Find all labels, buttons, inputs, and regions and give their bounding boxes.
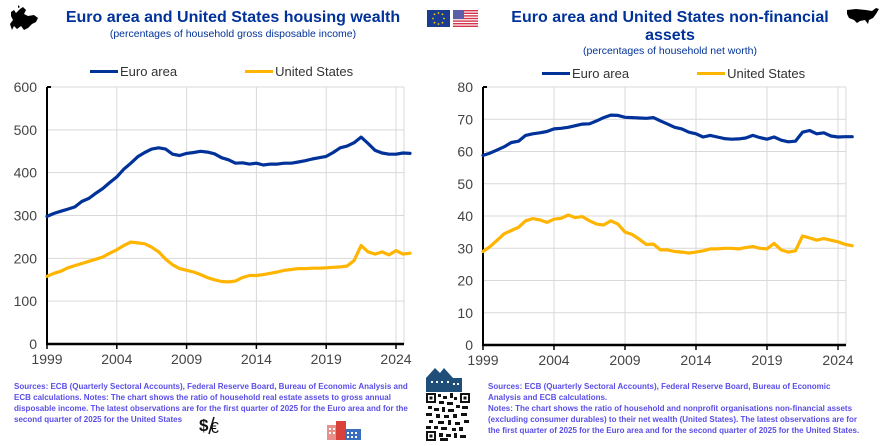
- houses-icon: [426, 366, 462, 392]
- x-tick-label: 2009: [609, 352, 640, 368]
- right-notes-text: Notes: The chart shows the ratio of hous…: [488, 404, 860, 435]
- right-chart: 0 10 20 30 40 50 60 70 80 1999 2004 2009 2014 2019 202…: [457, 79, 854, 368]
- legend-label-euro: Euro area: [572, 66, 630, 81]
- x-tick-label: 2004: [101, 351, 132, 367]
- series-line-united-states: [45, 240, 412, 284]
- x-tick-label: 2024: [822, 352, 853, 368]
- qr-code-icon[interactable]: [426, 393, 470, 441]
- series-line-euro-area: [481, 113, 854, 157]
- legend-swatch-us: [697, 72, 726, 75]
- legend-label-euro: Euro area: [120, 64, 178, 79]
- x-tick-label: 2019: [751, 352, 782, 368]
- x-tick-label: 1999: [467, 352, 498, 368]
- legend-swatch-euro: [90, 70, 118, 73]
- y-tick-label: 60: [457, 144, 473, 160]
- y-tick-label: 200: [14, 250, 38, 266]
- y-tick-label: 80: [457, 79, 473, 95]
- us-map-icon: [846, 6, 880, 26]
- europe-map-icon: [8, 4, 44, 34]
- right-notes-sources: Sources: ECB (Quarterly Sectoral Account…: [488, 382, 831, 402]
- series-line-united-states: [481, 213, 854, 255]
- left-legend: Euro area United States: [90, 64, 353, 79]
- y-tick-label: 500: [14, 122, 38, 138]
- x-tick-label: 2009: [171, 351, 202, 367]
- left-notes: Sources: ECB (Quarterly Sectoral Account…: [14, 382, 408, 424]
- svg-text:$: $: [199, 416, 209, 435]
- right-chart-title-line2: assets: [645, 27, 695, 44]
- left-chart-title: Euro area and United States housing weal…: [65, 9, 401, 26]
- svg-text:€: €: [210, 420, 219, 436]
- y-tick-label: 600: [14, 79, 38, 95]
- legend-label-us: United States: [727, 66, 806, 81]
- series-line-euro-area: [45, 135, 412, 218]
- x-tick-label: 1999: [31, 351, 62, 367]
- legend-swatch-euro: [542, 72, 570, 75]
- right-legend: Euro area United States: [542, 66, 805, 81]
- y-tick-label: 400: [14, 165, 38, 181]
- y-tick-label: 10: [457, 305, 473, 321]
- x-tick-label: 2004: [538, 352, 569, 368]
- right-chart-subtitle: (percentages of household net worth): [583, 45, 757, 57]
- y-tick-label: 0: [465, 337, 473, 353]
- legend-label-us: United States: [275, 64, 354, 79]
- right-chart-title-line1: Euro area and United States non-financia…: [511, 9, 829, 26]
- buildings-icon: [326, 420, 362, 440]
- us-flag-icon: [453, 10, 478, 27]
- y-tick-label: 70: [457, 111, 473, 127]
- x-tick-label: 2024: [380, 351, 411, 367]
- y-tick-label: 0: [29, 336, 37, 352]
- x-tick-label: 2014: [680, 352, 711, 368]
- legend-swatch-us: [245, 70, 274, 73]
- dollar-euro-icon: $ €: [198, 414, 224, 437]
- x-tick-label: 2019: [311, 351, 342, 367]
- left-chart: 0 100 200 300 400 500 600 1999 2004 2009 2014 2019 2…: [14, 79, 412, 367]
- y-tick-label: 100: [14, 293, 38, 309]
- y-tick-label: 300: [14, 208, 38, 224]
- eu-flag-icon: [427, 10, 450, 27]
- y-tick-label: 40: [457, 208, 473, 224]
- y-tick-label: 20: [457, 273, 473, 289]
- y-tick-label: 50: [457, 176, 473, 192]
- x-tick-label: 2014: [241, 351, 272, 367]
- y-tick-label: 30: [457, 240, 473, 256]
- left-chart-subtitle: (percentages of household gross disposab…: [109, 28, 357, 40]
